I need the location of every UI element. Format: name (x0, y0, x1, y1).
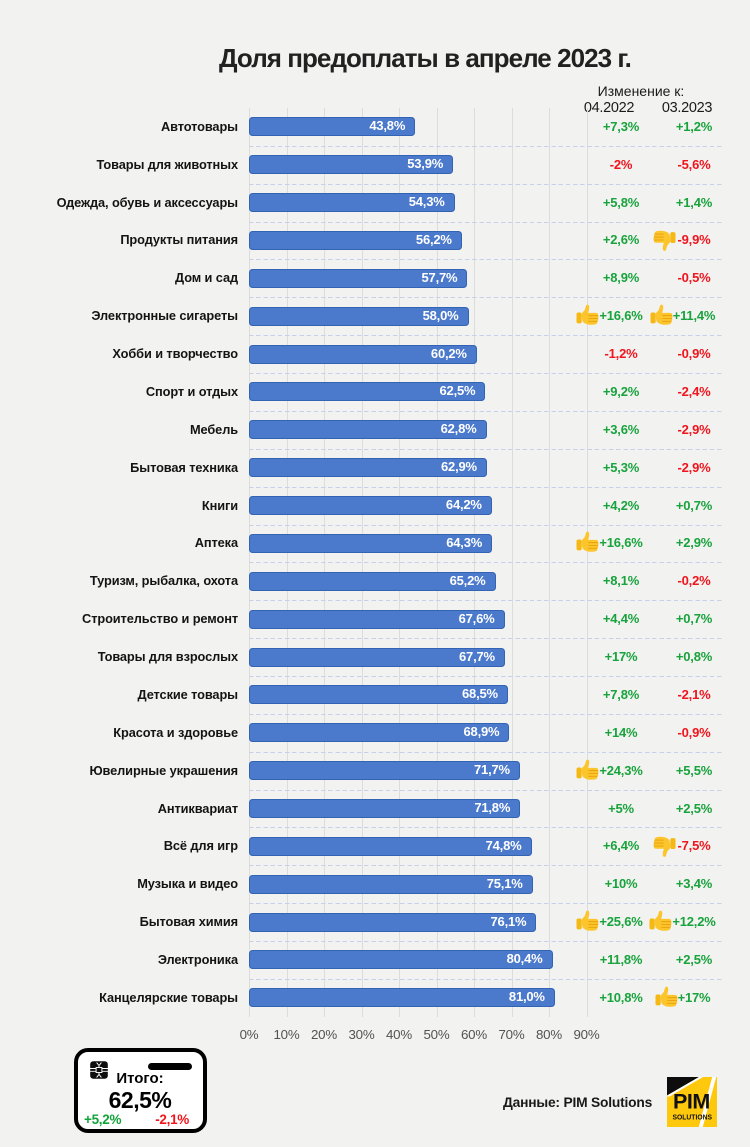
svg-text:PIM: PIM (673, 1090, 710, 1114)
svg-text:SOLUTIONS: SOLUTIONS (673, 1113, 713, 1122)
